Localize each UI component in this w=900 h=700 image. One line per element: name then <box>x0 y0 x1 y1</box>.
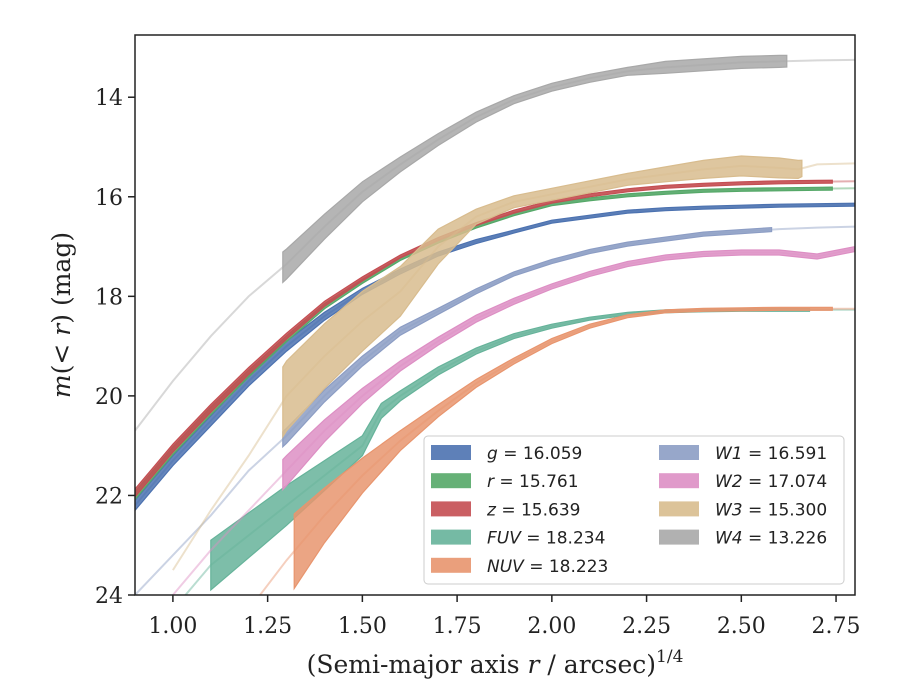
x-tick-label: 1.00 <box>148 614 197 639</box>
y-tick-label: 14 <box>95 86 123 111</box>
x-tick-label: 2.00 <box>527 614 576 639</box>
legend-label: r = 15.761 <box>487 472 579 492</box>
series-w1 <box>135 225 855 595</box>
series-z-band <box>135 179 833 498</box>
legend-label: W2 = 17.074 <box>715 472 827 492</box>
legend-label: W1 = 16.591 <box>715 444 827 464</box>
legend: g = 16.059 r = 15.761 z = 15.639 FUV = 18.2… <box>423 435 845 585</box>
legend-item-w2: W2 = 17.074 <box>659 472 827 492</box>
legend-swatch <box>431 557 471 573</box>
legend-label: g = 16.059 <box>487 444 582 464</box>
legend-label: NUV = 18.223 <box>487 557 608 577</box>
x-tick-label: 2.50 <box>717 614 766 639</box>
x-tick-label: 1.50 <box>338 614 387 639</box>
series-nuv <box>258 306 855 595</box>
y-tick-label: 24 <box>95 584 123 609</box>
y-tick-label: 22 <box>95 484 123 509</box>
y-tick-label: 16 <box>95 186 123 211</box>
x-tick-label: 1.75 <box>433 614 482 639</box>
legend-swatch <box>431 445 471 460</box>
legend-label: W3 = 15.300 <box>715 500 827 520</box>
legend-item-r: r = 15.761 <box>431 472 579 492</box>
legend-item-w3: W3 = 15.300 <box>659 500 827 520</box>
series-w3 <box>172 155 855 571</box>
legend-item-nuv: NUV = 18.223 <box>431 557 608 577</box>
series-z <box>135 179 855 498</box>
series-nuv-band <box>293 306 833 591</box>
x-tick-label: 2.25 <box>622 614 671 639</box>
legend-swatch <box>659 445 699 460</box>
x-tick-label: 1.25 <box>243 614 292 639</box>
x-axis-label: (Semi-major axis r / arcsec)1/4 <box>307 647 684 679</box>
series-w1-band <box>282 226 773 449</box>
plot-frame <box>134 34 856 596</box>
series-w2-band <box>282 245 855 492</box>
legend-item-fuv: FUV = 18.234 <box>431 529 605 549</box>
legend-swatch <box>659 473 699 489</box>
y-axis-label: m(< r) (mag) <box>47 232 76 398</box>
x-tick-label: 2.75 <box>812 614 861 639</box>
series-fuv-band <box>210 307 811 592</box>
series-layer <box>135 54 855 595</box>
series-w2 <box>171 245 855 595</box>
series-w4-band <box>282 54 788 284</box>
y-tick-label: 20 <box>95 385 123 410</box>
legend-item-w1: W1 = 16.591 <box>659 444 827 464</box>
legend-box <box>423 435 845 585</box>
legend-item-g: g = 16.059 <box>431 444 582 464</box>
legend-item-z: z = 15.639 <box>431 500 580 520</box>
legend-swatch <box>431 473 471 489</box>
series-w3-band <box>282 155 803 439</box>
legend-label: z = 15.639 <box>486 500 580 520</box>
legend-label: W4 = 13.226 <box>715 529 827 549</box>
axes-layer: 1.00 1.25 1.50 1.75 2.00 2.25 2.50 2.75 14 16 18 20… <box>47 86 861 679</box>
legend-label: FUV = 18.234 <box>487 529 605 549</box>
legend-swatch <box>431 501 471 517</box>
y-tick-label: 18 <box>95 285 123 310</box>
legend-swatch <box>659 529 699 545</box>
legend-swatch <box>431 529 471 545</box>
legend-item-w4: W4 = 13.226 <box>659 529 827 549</box>
legend-swatch <box>659 501 699 517</box>
series-w4 <box>135 54 855 432</box>
